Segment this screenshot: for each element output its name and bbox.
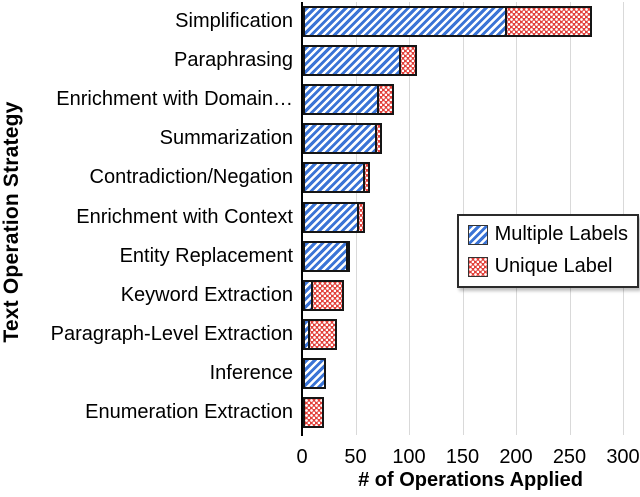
bar-segment-unique-label	[374, 125, 380, 153]
stacked-bar	[303, 45, 418, 77]
bar-row	[303, 41, 639, 80]
x-axis-title: # of Operations Applied	[358, 469, 583, 491]
stacked-bar	[303, 279, 345, 311]
stacked-bar	[303, 396, 325, 428]
legend-label-multiple-labels: Multiple Labels	[494, 223, 628, 245]
bar-segment-unique-label	[376, 86, 392, 114]
category-label: Entity Replacement	[119, 244, 293, 267]
stacked-bar	[303, 201, 365, 233]
gridline	[409, 2, 410, 435]
stacked-bar	[303, 84, 394, 116]
bar-segment-multiple-labels	[305, 242, 346, 270]
legend-entry-multiple-labels: Multiple Labels	[467, 223, 628, 246]
legend-entry-unique-label: Unique Label	[467, 255, 628, 278]
bar-rows	[303, 2, 639, 432]
bar-segment-unique-label	[505, 8, 590, 36]
bar-row	[303, 119, 639, 158]
bar-segment-multiple-labels	[305, 47, 400, 75]
category-label: Enumeration Extraction	[85, 400, 293, 423]
bar-segment-unique-label	[308, 320, 335, 348]
stacked-bar	[303, 162, 371, 194]
bar-row	[303, 237, 639, 276]
x-tick-label: 300	[606, 446, 640, 468]
legend-label-unique-label: Unique Label	[494, 255, 613, 277]
category-label: Keyword Extraction	[120, 283, 293, 306]
bar-segment-unique-label	[357, 203, 363, 231]
bar-segment-unique-label	[305, 398, 323, 426]
bar-row	[303, 276, 639, 315]
bar-segment-multiple-labels	[305, 320, 309, 348]
category-label: Paraphrasing	[174, 49, 293, 72]
x-tick-label: 0	[296, 446, 308, 468]
bar-row	[303, 354, 639, 393]
bar-segment-unique-label	[345, 242, 348, 270]
legend-swatch-unique-label	[467, 256, 488, 277]
bar-row	[303, 2, 639, 41]
category-label: Summarization	[159, 127, 293, 150]
bar-segment-multiple-labels	[305, 164, 363, 192]
bar-row	[303, 393, 639, 432]
bar-segment-multiple-labels	[305, 281, 312, 309]
stacked-bar	[303, 123, 382, 155]
x-tick-label: 100	[392, 446, 426, 468]
x-tick-label: 50	[344, 446, 367, 468]
x-tick-label: 250	[552, 446, 587, 468]
bar-row	[303, 80, 639, 119]
category-labels: Simplification Paraphrasing Enrichment wit…	[0, 2, 293, 432]
category-label: Paragraph-Level Extraction	[50, 322, 293, 345]
category-label: Enrichment with Context	[76, 205, 293, 228]
stacked-bar	[303, 6, 592, 38]
plot-area	[301, 2, 640, 436]
x-axis-ticks: 0 50 100 150 200 250 300	[296, 446, 640, 470]
bar-segment-unique-label	[362, 164, 369, 192]
stacked-bar	[303, 240, 350, 272]
stacked-bar	[303, 357, 327, 389]
bar-segment-multiple-labels	[305, 8, 506, 36]
bar-row	[303, 315, 639, 354]
bar-segment-multiple-labels	[305, 203, 358, 231]
category-label: Simplification	[175, 10, 293, 33]
stacked-bar	[303, 318, 337, 350]
x-tick-label: 150	[445, 446, 480, 468]
bar-segment-multiple-labels	[305, 125, 375, 153]
bar-segment-multiple-labels	[305, 86, 377, 114]
bar-segment-multiple-labels	[305, 359, 325, 387]
x-tick-label: 200	[499, 446, 533, 468]
legend-swatch-multiple-labels	[467, 224, 488, 245]
category-label: Enrichment with Domain…	[56, 88, 293, 111]
category-label: Contradiction/Negation	[89, 166, 293, 189]
legend: Multiple Labels Unique Label	[456, 214, 639, 288]
bar-row	[303, 197, 639, 236]
y-axis-line	[301, 2, 303, 436]
bar-row	[303, 158, 639, 197]
bar-segment-unique-label	[399, 47, 416, 75]
bar-segment-unique-label	[311, 281, 343, 309]
category-label: Inference	[209, 361, 293, 384]
